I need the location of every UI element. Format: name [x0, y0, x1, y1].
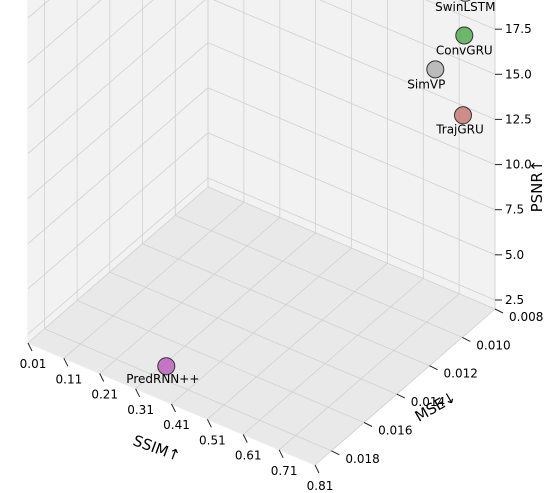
y-tick-label: 0.018: [345, 452, 379, 466]
z-gridline-back: [213, 0, 496, 120]
z-tick-label: 7.5: [505, 203, 524, 217]
data-point: [157, 357, 176, 376]
x-axis-label: SSIM↑: [131, 431, 183, 465]
data-point-label: SimVP: [407, 77, 445, 91]
x-tick-mark: [135, 388, 141, 398]
x-tick-label: 0.61: [235, 449, 262, 463]
z-gridline-left: [27, 0, 102, 64]
z-gridline-back: [425, 0, 496, 30]
y-gridline-floor: [175, 215, 463, 338]
y-tick-mark: [396, 393, 406, 399]
y-tick-label: 0.014: [411, 395, 445, 409]
y-tick-label: 0.010: [476, 338, 510, 352]
chart-points: MIMOursConvLSTMSwinLSTMPredRNNSimVPConvG…: [126, 0, 495, 386]
x-tick-mark: [63, 358, 69, 367]
x-gridline-floor: [99, 217, 281, 374]
x-tick-label: 0.01: [20, 357, 47, 371]
y-tick-mark: [429, 365, 438, 371]
y-gridline-floor: [44, 328, 332, 452]
y-tick-mark: [331, 450, 340, 456]
x-gridline-floor: [278, 293, 460, 451]
y-tick-label: 0.012: [444, 367, 478, 381]
data-point-label: TrajGRU: [435, 122, 484, 136]
z-gridline-back: [319, 0, 496, 75]
chart-ticks: 0.01 0.11 0.21 0.31 0.41 0.51 0.61 0.71 0.81 0.00…: [20, 22, 544, 493]
x-tick-mark: [206, 419, 212, 428]
y-tick-mark: [494, 308, 504, 314]
z-gridline-left: [27, 42, 209, 199]
z-gridline-back: [207, 177, 496, 301]
x-gridline-floor: [314, 308, 496, 466]
x-tick-label: 0.31: [127, 403, 154, 417]
z-gridline-left: [27, 132, 209, 290]
data-point-label: SwinLSTM: [435, 0, 495, 14]
x-tick-mark: [242, 434, 248, 443]
x-gridline-floor: [63, 201, 245, 359]
z-tick-label: 17.5: [505, 22, 532, 36]
y-axis-label: MSE↓: [412, 388, 460, 426]
z-tick-label: 12.5: [505, 112, 532, 126]
z-gridline-left: [27, 0, 154, 109]
z-gridline-back: [207, 42, 496, 165]
z-tick-label: 15.0: [505, 67, 532, 81]
x-gridline-floor: [242, 278, 424, 435]
y-tick-mark: [462, 336, 471, 342]
data-point-label: PredRNN++: [126, 372, 199, 386]
x-tick-mark: [99, 373, 105, 382]
z-gridline-back: [207, 87, 496, 211]
x-gridline-floor: [27, 186, 209, 344]
data-point-label: ConvGRU: [436, 44, 493, 58]
z-tick-label: 10.0: [505, 158, 532, 172]
z-gridline-left: [27, 0, 206, 154]
y-tick-mark: [363, 422, 373, 427]
y-tick-label: 0.008: [509, 310, 543, 324]
x-tick-mark: [27, 342, 33, 352]
x-tick-label: 0.21: [91, 388, 118, 402]
x-gridline-floor: [207, 262, 388, 420]
data-point: [455, 26, 474, 45]
chart-grid: [27, 0, 496, 466]
z-tick-label: 5.0: [505, 248, 524, 262]
x-tick-label: 0.71: [271, 464, 298, 478]
x-tick-label: 0.41: [163, 418, 190, 432]
x-gridline-floor: [171, 247, 352, 405]
y-gridline-floor: [142, 243, 430, 367]
z-gridline-back: [207, 132, 496, 256]
data-point: [454, 106, 472, 125]
y-gridline-floor: [109, 271, 397, 395]
x-tick-mark: [314, 464, 320, 474]
z-tick-label: 2.5: [505, 293, 524, 307]
x-tick-label: 0.11: [56, 372, 83, 386]
x-tick-mark: [171, 403, 176, 413]
z-gridline-left: [27, 87, 209, 245]
x-tick-label: 0.81: [307, 479, 334, 493]
x-tick-mark: [278, 449, 284, 459]
y-tick-label: 0.016: [378, 424, 412, 438]
data-point: [426, 60, 445, 79]
z-gridline-left: [27, 177, 209, 335]
y-gridline-floor: [76, 300, 365, 423]
x-tick-label: 0.51: [199, 433, 226, 447]
y-gridline-floor: [207, 186, 496, 310]
z-axis-label: PSNR↑: [528, 160, 546, 213]
data-point: [459, 0, 471, 2]
